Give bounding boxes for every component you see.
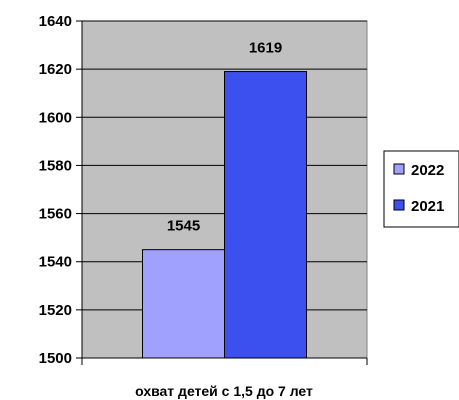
legend: 2022 2021: [383, 150, 459, 228]
legend-swatch-2021: [393, 199, 405, 211]
y-tick-label-1540: 1540: [39, 254, 72, 271]
x-axis-label: охват детей с 1,5 до 7 лет: [135, 383, 313, 399]
y-axis-ticks: 1500 1520 1540 1560 1580 1600 1620 1640: [39, 13, 82, 367]
bars: [142, 71, 307, 359]
bar-2021: [224, 71, 307, 359]
y-tick-label-1500: 1500: [39, 350, 72, 367]
y-tick-label-1620: 1620: [39, 61, 72, 78]
legend-label-2021: 2021: [411, 198, 444, 215]
legend-label-2022: 2022: [411, 162, 444, 179]
legend-swatch-2022: [393, 163, 405, 175]
y-tick-label-1520: 1520: [39, 302, 72, 319]
y-tick-label-1600: 1600: [39, 109, 72, 126]
data-label-2021: 1619: [249, 40, 282, 57]
data-labels: 1545 1619: [167, 40, 282, 235]
y-tick-label-1580: 1580: [39, 157, 72, 174]
bar-2022: [142, 249, 225, 359]
data-label-2022: 1545: [167, 218, 200, 235]
y-tick-label-1560: 1560: [39, 206, 72, 223]
y-tick-label-1640: 1640: [39, 13, 72, 30]
